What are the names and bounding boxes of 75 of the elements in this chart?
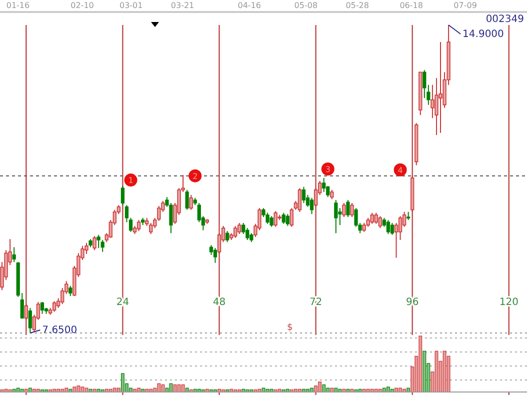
- x2-tick-label: 07-09: [454, 1, 477, 10]
- annotation: 1: [128, 176, 134, 186]
- candlestick: [438, 41, 442, 134]
- candlestick: [238, 222, 242, 235]
- candlestick: [189, 194, 193, 210]
- x2-tick-label: 06-18: [400, 1, 423, 10]
- candlestick: [430, 84, 434, 119]
- annotation: $: [286, 323, 293, 333]
- x2-tick-label: 01-16: [6, 1, 30, 10]
- candlestick: [225, 230, 230, 243]
- bar: [72, 386, 76, 392]
- bar: [314, 386, 318, 392]
- candlestick: [40, 301, 44, 314]
- bar: [120, 373, 124, 392]
- chart-title: 002349: [486, 14, 524, 25]
- x2-tick-label: 02-10: [70, 1, 94, 10]
- x2-tick-label: 03-21: [170, 1, 194, 10]
- candlestick: [378, 216, 382, 229]
- candlestick: [298, 188, 302, 212]
- candlestick: [302, 186, 306, 204]
- candlestick: [390, 222, 394, 236]
- candlestick: [96, 234, 100, 249]
- candlestick: [386, 219, 390, 235]
- candlestick: [149, 222, 153, 235]
- bar: [76, 386, 80, 392]
- bar: [157, 383, 161, 392]
- candlestick: [274, 210, 278, 228]
- bar: [177, 384, 181, 392]
- bar: [442, 350, 446, 392]
- candlestick: [370, 212, 374, 224]
- bar: [80, 386, 84, 392]
- candlestick: [266, 212, 270, 224]
- candlestick: [322, 177, 326, 192]
- annotation: 2: [192, 172, 198, 181]
- candlestick: [286, 214, 290, 226]
- candlestick: [52, 300, 56, 312]
- bar: [181, 384, 185, 392]
- annotation: 7.6500: [42, 325, 78, 336]
- candlestick: [346, 200, 350, 218]
- candlestick: [60, 287, 64, 305]
- annotation: 3: [325, 165, 330, 174]
- candlestick: [185, 189, 189, 210]
- candlestick: [120, 186, 125, 206]
- candlestick: [330, 189, 334, 200]
- candlestick: [24, 304, 28, 320]
- candlestick: [374, 212, 378, 224]
- bar: [386, 386, 390, 392]
- candlestick: [282, 212, 286, 224]
- bar: [322, 384, 326, 392]
- bar: [318, 382, 322, 392]
- candlestick: [350, 202, 354, 218]
- annotation: 4: [398, 166, 403, 175]
- x2-tick-label: 03-01: [119, 1, 143, 10]
- candlestick: [234, 225, 238, 238]
- x2-tick-label: 04-16: [238, 1, 261, 10]
- candlestick: [342, 202, 346, 218]
- candlestick: [422, 70, 426, 99]
- candlestick: [136, 219, 141, 232]
- candlestick: [334, 200, 338, 234]
- candlestick: [68, 285, 72, 297]
- candlestick: [270, 216, 274, 228]
- x2-tick-label: 05-08: [294, 1, 318, 10]
- candlestick: [310, 197, 314, 215]
- candlestick: [28, 307, 32, 334]
- candlestick: [100, 239, 104, 252]
- candlestick: [12, 246, 16, 263]
- annotation: 14.9000: [462, 29, 504, 40]
- candlestick: [242, 222, 246, 235]
- candlestick: [92, 236, 96, 251]
- bar: [418, 336, 422, 392]
- bar: [161, 384, 165, 392]
- candlestick: [213, 248, 218, 264]
- bar: [422, 350, 426, 392]
- x2-tick-label: 05-28: [346, 1, 369, 10]
- bar: [169, 383, 173, 392]
